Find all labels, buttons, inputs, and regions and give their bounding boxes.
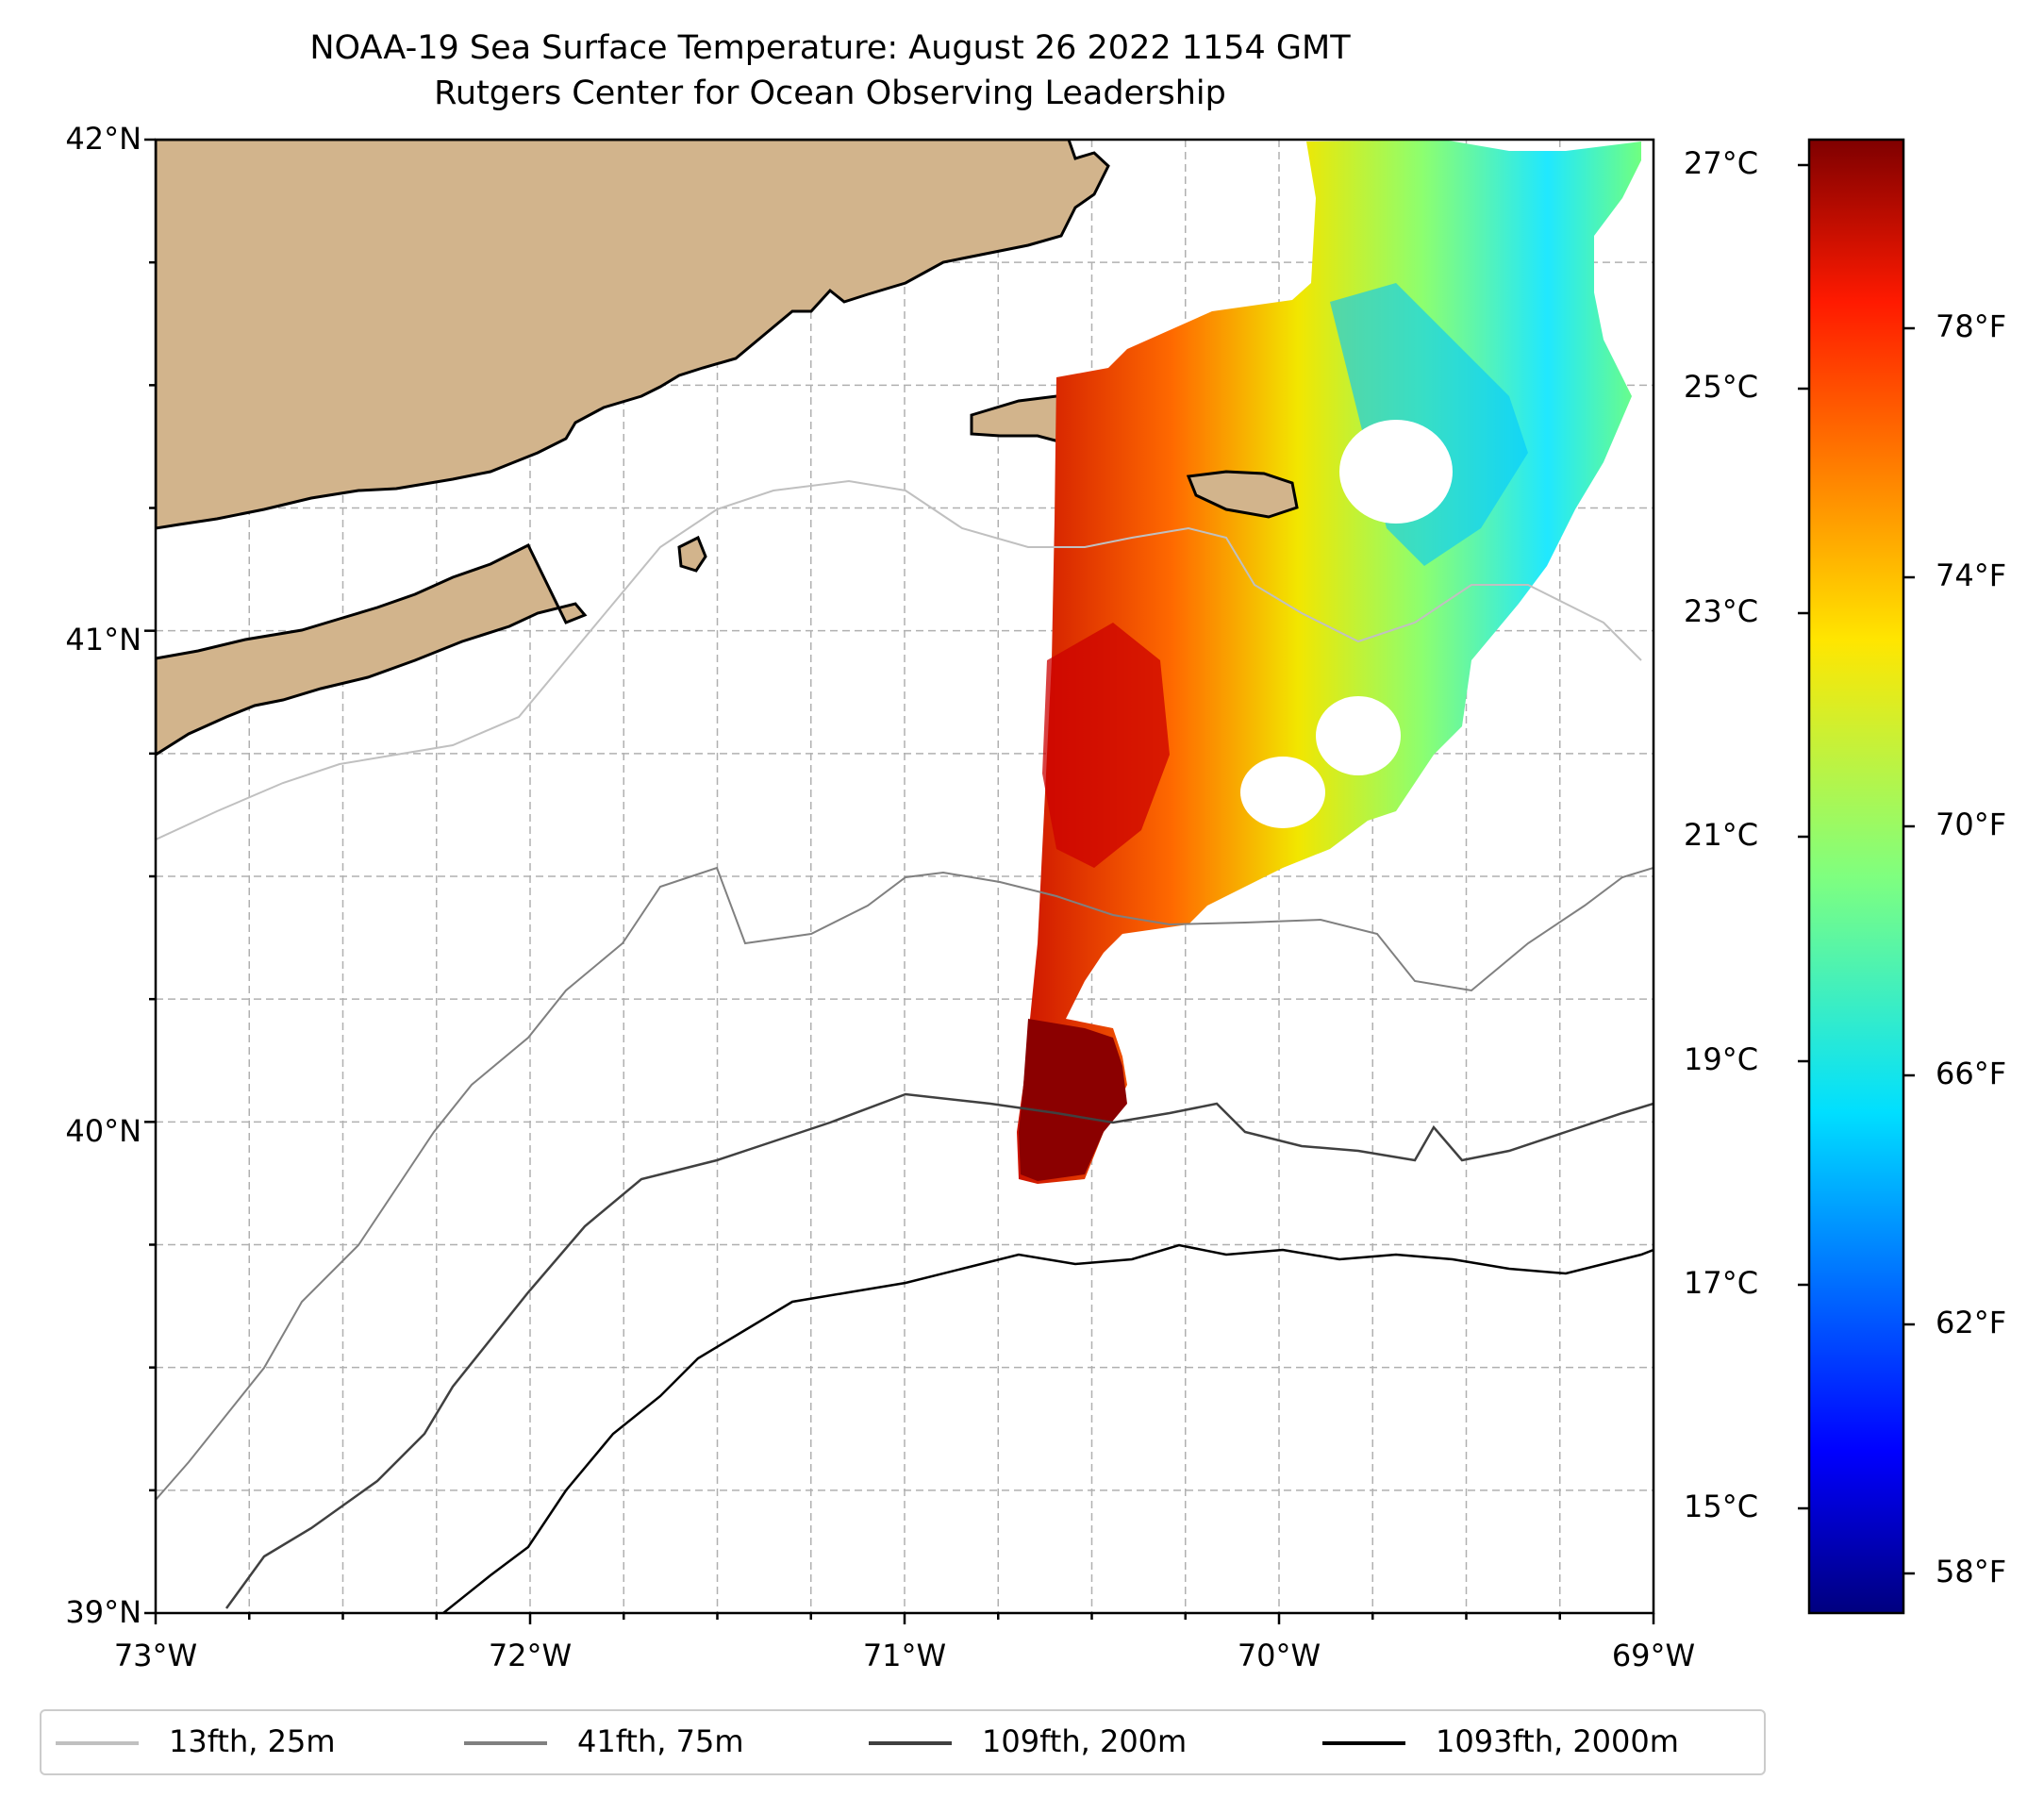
legend-swatch-200m (869, 1741, 952, 1745)
fahrenheit-tick-label: 62°F (1936, 1305, 2007, 1340)
fahrenheit-tick-label: 78°F (1936, 308, 2007, 344)
contour-75m (156, 866, 1653, 1501)
cloud-gap-1 (1339, 420, 1453, 524)
legend-label: 1093fth, 2000m (1436, 1723, 1679, 1759)
celsius-tick-label: 25°C (1684, 369, 1759, 405)
celsius-tick-label: 27°C (1684, 145, 1759, 181)
colorbar-ticks (1798, 163, 1915, 1575)
legend-swatch-25m (56, 1741, 139, 1745)
celsius-tick-label: 17°C (1684, 1265, 1759, 1301)
legend-label: 41fth, 75m (577, 1723, 744, 1759)
lat-tick-label: 42°N (65, 121, 141, 157)
legend-label: 13fth, 25m (169, 1723, 336, 1759)
axis-ticks (144, 138, 1655, 1624)
mainland-connecticut-rhode-island (156, 140, 1110, 530)
map-subtitle: Rutgers Center for Ocean Observing Leade… (434, 75, 1226, 112)
lon-tick-label: 70°W (1237, 1638, 1321, 1673)
fahrenheit-tick-label: 58°F (1936, 1554, 2007, 1589)
contour-200m (224, 1092, 1653, 1609)
bathymetry-legend: 13fth, 25m 41fth, 75m 109fth, 200m 1093f… (40, 1709, 1766, 1775)
celsius-tick-label: 21°C (1684, 817, 1759, 853)
cloud-gap-3 (1240, 757, 1325, 828)
lat-tick-label: 41°N (65, 622, 141, 657)
sst-swath (1017, 140, 1641, 1184)
fahrenheit-tick-label: 70°F (1936, 807, 2007, 842)
lat-tick-label: 39°N (65, 1594, 141, 1630)
map-title: NOAA-19 Sea Surface Temperature: August … (309, 29, 1351, 67)
lon-tick-label: 72°W (488, 1638, 573, 1673)
contour-2000m (442, 1243, 1653, 1613)
block-island (677, 535, 707, 573)
long-island (156, 542, 588, 757)
legend-label: 109fth, 200m (982, 1723, 1188, 1759)
bathymetry-contours (156, 479, 1653, 1613)
lon-tick-label: 71°W (862, 1638, 947, 1673)
fahrenheit-tick-label: 74°F (1936, 557, 2007, 593)
contour-25m (156, 479, 1642, 840)
sst-hot-south (1019, 1019, 1127, 1181)
celsius-tick-label: 19°C (1684, 1041, 1759, 1077)
sst-warm-core (1042, 623, 1170, 868)
lon-tick-label: 69°W (1611, 1638, 1696, 1673)
celsius-tick-label: 23°C (1684, 593, 1759, 629)
fahrenheit-tick-label: 66°F (1936, 1056, 2007, 1091)
legend-swatch-75m (464, 1741, 547, 1745)
nantucket-top (1186, 470, 1299, 519)
legend-swatch-2000m (1322, 1741, 1405, 1745)
map-area (156, 140, 1653, 1613)
colorbar (1807, 138, 1905, 1615)
lon-tick-label: 73°W (113, 1638, 198, 1673)
cloud-gap-2 (1316, 696, 1401, 775)
coast-overlay (1186, 470, 1299, 519)
lat-tick-label: 40°N (65, 1113, 141, 1149)
celsius-tick-label: 15°C (1684, 1489, 1759, 1524)
